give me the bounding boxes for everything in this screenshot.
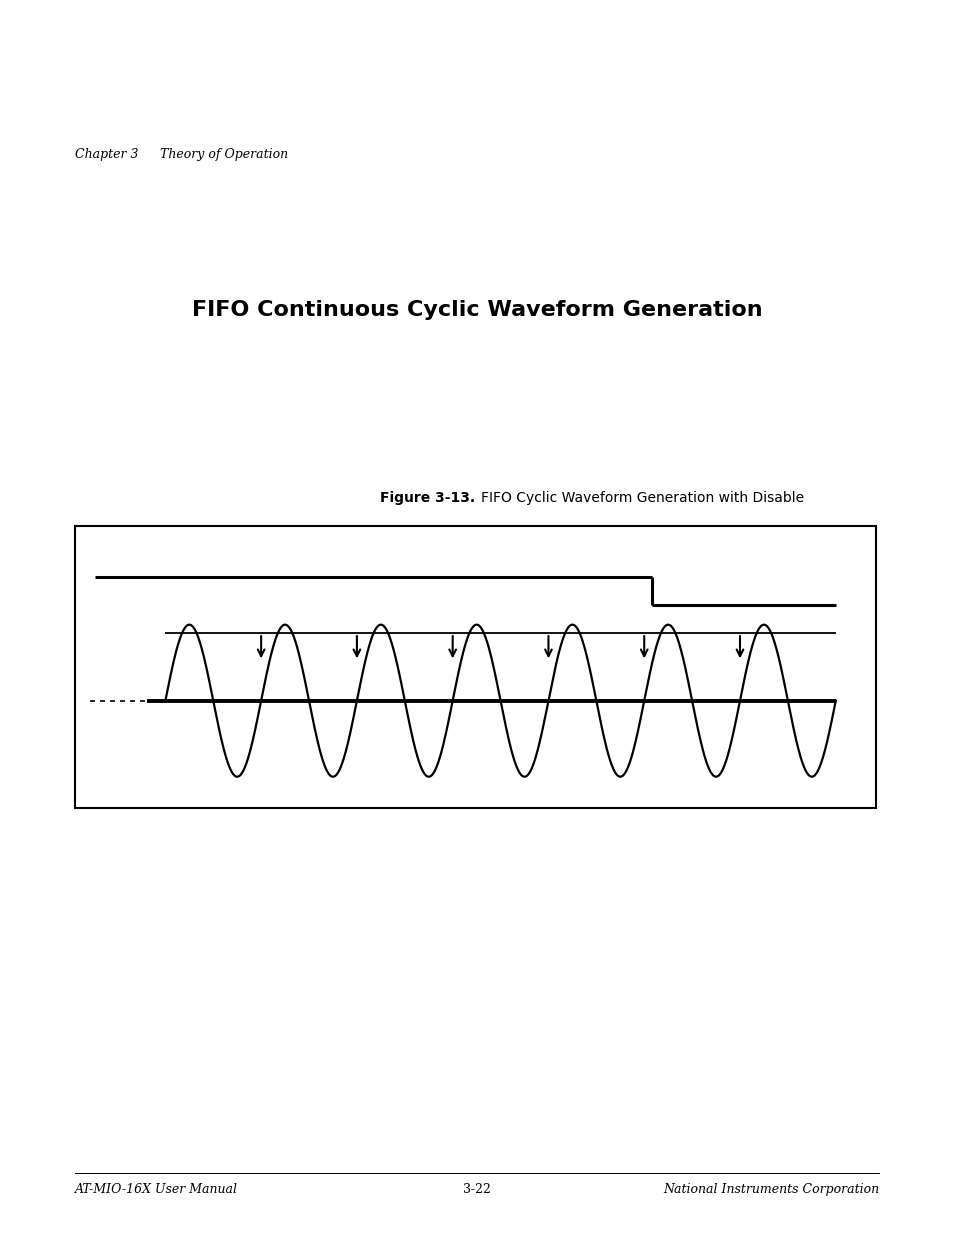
Text: AT-MIO-16X User Manual: AT-MIO-16X User Manual xyxy=(75,1183,237,1195)
Bar xyxy=(75,526,875,808)
Text: Figure 3-13.: Figure 3-13. xyxy=(379,492,475,505)
Text: National Instruments Corporation: National Instruments Corporation xyxy=(662,1183,878,1195)
Text: Chapter 3: Chapter 3 xyxy=(75,148,138,161)
Text: FIFO Continuous Cyclic Waveform Generation: FIFO Continuous Cyclic Waveform Generati… xyxy=(192,300,761,320)
Text: FIFO Cyclic Waveform Generation with Disable: FIFO Cyclic Waveform Generation with Dis… xyxy=(480,492,803,505)
Text: Theory of Operation: Theory of Operation xyxy=(160,148,288,161)
Text: 3-22: 3-22 xyxy=(462,1183,491,1195)
